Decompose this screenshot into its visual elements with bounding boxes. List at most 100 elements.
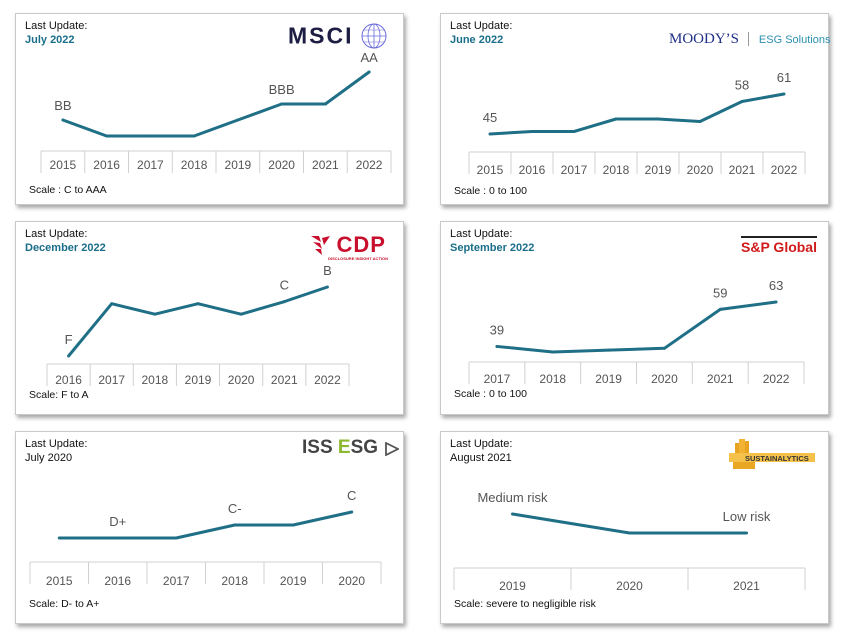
sp-logo: S&P Global xyxy=(741,236,817,257)
iss-logo-text-a: ISS xyxy=(302,437,338,458)
x-tick-label: 2015 xyxy=(477,163,504,177)
data-label: BBB xyxy=(269,82,295,97)
data-label: C- xyxy=(228,501,242,516)
data-label: C xyxy=(347,488,356,503)
x-tick-label: 2019 xyxy=(185,373,212,387)
data-point xyxy=(174,536,178,540)
update-date: December 2022 xyxy=(25,242,106,254)
x-tick-label: 2017 xyxy=(137,158,164,172)
msci-logo: MSCI xyxy=(288,22,388,50)
x-tick-label: 2020 xyxy=(687,163,714,177)
x-tick-label: 2019 xyxy=(645,163,672,177)
series-line xyxy=(59,510,353,540)
x-tick-label: 2020 xyxy=(651,372,678,386)
moodys-sub: ESG Solutions xyxy=(758,34,831,46)
data-point xyxy=(572,130,576,133)
data-label: 63 xyxy=(769,278,783,293)
cdp-chart: 2016 2017 2018 2019 2020 2021 2022 F C B xyxy=(46,263,350,387)
update-label: Last Update: xyxy=(450,228,513,240)
x-tick-label: 2018 xyxy=(539,372,566,386)
iss-logo: ISS ESG xyxy=(302,437,400,459)
x-tick-label: 2021 xyxy=(271,373,298,387)
data-point xyxy=(530,130,534,133)
data-point xyxy=(110,302,114,306)
data-label: Medium risk xyxy=(477,490,548,505)
x-tick-label: 2016 xyxy=(519,163,546,177)
data-point xyxy=(57,536,61,540)
scale-label: Scale : 0 to 100 xyxy=(454,185,527,197)
x-tick-label: 2021 xyxy=(707,372,734,386)
sustainalytics-mark-icon xyxy=(729,439,815,469)
data-point xyxy=(323,102,327,106)
x-tick-label: 2016 xyxy=(55,373,82,387)
data-point xyxy=(233,523,237,527)
sustainalytics-logo-text: SUSTAINALYTICS xyxy=(745,454,809,463)
msci-logo-text: MSCI xyxy=(288,22,354,49)
update-label: Last Update: xyxy=(25,438,88,450)
data-point xyxy=(662,346,666,350)
scale-label: Scale: severe to negligible risk xyxy=(454,598,596,610)
data-point xyxy=(61,118,65,122)
update-date: July 2022 xyxy=(25,34,75,46)
x-tick-label: 2017 xyxy=(163,574,190,588)
x-tick-label: 2020 xyxy=(228,373,255,387)
moodys-logo: MOODY’S ESG Solutions xyxy=(669,30,830,48)
data-label: B xyxy=(323,263,332,278)
x-tick-label: 2018 xyxy=(221,574,248,588)
series-line xyxy=(489,92,785,136)
data-label: F xyxy=(65,332,73,347)
data-point xyxy=(148,134,152,138)
data-point xyxy=(153,312,157,316)
data-point xyxy=(745,531,748,535)
data-label: Low risk xyxy=(723,509,771,524)
moodys-card: Last Update: June 2022 MOODY’S ESG Solut… xyxy=(440,13,830,205)
data-point xyxy=(495,344,499,348)
data-point xyxy=(67,354,71,358)
cdp-logo: CDP DISCLOSURE INSIGHT ACTION xyxy=(310,232,388,261)
x-tick-label: 2019 xyxy=(280,574,307,588)
data-point xyxy=(718,307,722,311)
x-tick-label: 2017 xyxy=(98,373,125,387)
logo-divider xyxy=(748,31,750,46)
data-point xyxy=(116,536,120,540)
update-label: Last Update: xyxy=(25,228,88,240)
data-point xyxy=(350,510,354,514)
data-label: AA xyxy=(360,50,378,65)
data-label: C xyxy=(280,278,289,293)
data-point xyxy=(740,100,744,103)
data-point xyxy=(282,300,286,304)
x-tick-label: 2015 xyxy=(50,158,77,172)
x-tick-label: 2022 xyxy=(314,373,341,387)
scale-label: Scale: D- to A+ xyxy=(29,598,100,610)
data-label: D+ xyxy=(109,514,126,529)
update-date: July 2020 xyxy=(25,452,73,464)
data-point xyxy=(196,302,200,306)
sustainalytics-chart: 2019 2020 2021 Medium risk Low risk xyxy=(453,490,806,593)
data-label: 58 xyxy=(735,78,749,93)
data-point xyxy=(614,117,618,121)
scale-label: Scale: F to A xyxy=(29,389,89,401)
data-point xyxy=(291,523,295,527)
data-label: 59 xyxy=(713,285,727,300)
series-line xyxy=(62,70,371,138)
data-point xyxy=(698,120,702,123)
iss-chart: 2015 2016 2017 2018 2019 2020 D+ C- C xyxy=(29,488,382,588)
data-label: 45 xyxy=(483,110,497,125)
data-label: 39 xyxy=(490,322,504,337)
update-label: Last Update: xyxy=(450,438,513,450)
scale-label: Scale : C to AAA xyxy=(29,184,107,196)
x-tick-label: 2020 xyxy=(268,158,295,172)
data-label: 61 xyxy=(777,70,791,85)
x-tick-label: 2019 xyxy=(499,579,526,593)
x-tick-label: 2019 xyxy=(225,158,252,172)
x-tick-label: 2015 xyxy=(46,574,73,588)
data-point xyxy=(239,312,243,316)
x-tick-label: 2018 xyxy=(181,158,208,172)
msci-card: Last Update: July 2022 MSCI 2015 2016 2017… xyxy=(15,13,404,205)
cdp-mark-icon xyxy=(311,236,330,255)
data-point xyxy=(105,134,109,138)
series-line xyxy=(496,300,777,354)
iss-card: Last Update: July 2020 ISS ESG 2015 2016 2… xyxy=(15,431,404,624)
data-point xyxy=(551,350,555,354)
